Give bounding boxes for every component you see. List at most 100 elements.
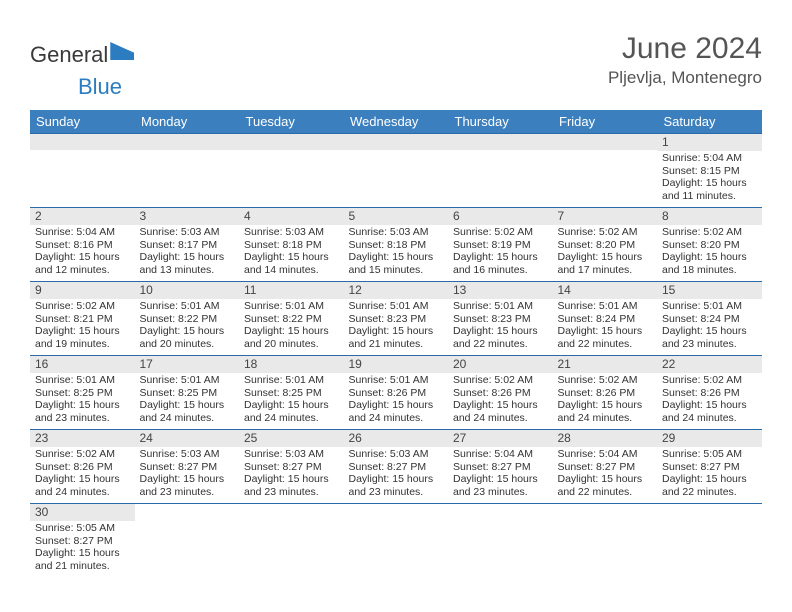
- sunrise-line: Sunrise: 5:02 AM: [662, 374, 757, 387]
- sunset-line: Sunset: 8:24 PM: [558, 313, 653, 326]
- calendar-page: General Blue June 2024 Pljevlja, Montene…: [0, 0, 792, 597]
- weekday-header: Tuesday: [239, 110, 344, 133]
- day-details: Sunrise: 5:02 AMSunset: 8:21 PMDaylight:…: [30, 299, 135, 352]
- calendar-day-cell: 12Sunrise: 5:01 AMSunset: 8:23 PMDayligh…: [344, 281, 449, 355]
- calendar-empty-cell: [135, 503, 240, 577]
- day-number: 23: [30, 429, 135, 447]
- sunrise-line: Sunrise: 5:01 AM: [453, 300, 548, 313]
- day-number: 6: [448, 207, 553, 225]
- day-number: [239, 503, 344, 520]
- flag-icon: [110, 42, 134, 60]
- day-number: [239, 133, 344, 150]
- day-number: 24: [135, 429, 240, 447]
- day-number: 12: [344, 281, 449, 299]
- day-number: [344, 133, 449, 150]
- sunset-line: Sunset: 8:27 PM: [453, 461, 548, 474]
- daylight-line: Daylight: 15 hours and 22 minutes.: [558, 325, 653, 350]
- daylight-line: Daylight: 15 hours and 22 minutes.: [662, 473, 757, 498]
- daylight-line: Daylight: 15 hours and 24 minutes.: [35, 473, 130, 498]
- daylight-line: Daylight: 15 hours and 22 minutes.: [558, 473, 653, 498]
- calendar-empty-cell: [135, 133, 240, 207]
- sunset-line: Sunset: 8:19 PM: [453, 239, 548, 252]
- calendar-day-cell: 16Sunrise: 5:01 AMSunset: 8:25 PMDayligh…: [30, 355, 135, 429]
- daylight-line: Daylight: 15 hours and 23 minutes.: [349, 473, 444, 498]
- day-number: 27: [448, 429, 553, 447]
- calendar-day-cell: 25Sunrise: 5:03 AMSunset: 8:27 PMDayligh…: [239, 429, 344, 503]
- calendar-day-cell: 23Sunrise: 5:02 AMSunset: 8:26 PMDayligh…: [30, 429, 135, 503]
- sunrise-line: Sunrise: 5:01 AM: [35, 374, 130, 387]
- sunrise-line: Sunrise: 5:01 AM: [349, 374, 444, 387]
- daylight-line: Daylight: 15 hours and 23 minutes.: [453, 473, 548, 498]
- day-details: Sunrise: 5:01 AMSunset: 8:25 PMDaylight:…: [239, 373, 344, 426]
- weekday-header: Thursday: [448, 110, 553, 133]
- calendar-day-cell: 20Sunrise: 5:02 AMSunset: 8:26 PMDayligh…: [448, 355, 553, 429]
- sunrise-line: Sunrise: 5:05 AM: [35, 522, 130, 535]
- day-number: 30: [30, 503, 135, 521]
- sunset-line: Sunset: 8:23 PM: [349, 313, 444, 326]
- day-details: Sunrise: 5:03 AMSunset: 8:17 PMDaylight:…: [135, 225, 240, 278]
- sunset-line: Sunset: 8:27 PM: [140, 461, 235, 474]
- day-number: 4: [239, 207, 344, 225]
- sunset-line: Sunset: 8:27 PM: [558, 461, 653, 474]
- day-number: 26: [344, 429, 449, 447]
- day-details: Sunrise: 5:02 AMSunset: 8:26 PMDaylight:…: [30, 447, 135, 500]
- sunrise-line: Sunrise: 5:02 AM: [662, 226, 757, 239]
- calendar-day-cell: 3Sunrise: 5:03 AMSunset: 8:17 PMDaylight…: [135, 207, 240, 281]
- day-details: Sunrise: 5:04 AMSunset: 8:27 PMDaylight:…: [553, 447, 658, 500]
- day-details: Sunrise: 5:01 AMSunset: 8:23 PMDaylight:…: [344, 299, 449, 352]
- sunrise-line: Sunrise: 5:03 AM: [140, 448, 235, 461]
- day-details: Sunrise: 5:02 AMSunset: 8:19 PMDaylight:…: [448, 225, 553, 278]
- calendar-day-cell: 30Sunrise: 5:05 AMSunset: 8:27 PMDayligh…: [30, 503, 135, 577]
- weekday-header: Saturday: [657, 110, 762, 133]
- sunset-line: Sunset: 8:18 PM: [244, 239, 339, 252]
- calendar-week-row: 1Sunrise: 5:04 AMSunset: 8:15 PMDaylight…: [30, 133, 762, 207]
- sunset-line: Sunset: 8:22 PM: [140, 313, 235, 326]
- day-number: 17: [135, 355, 240, 373]
- sunrise-line: Sunrise: 5:02 AM: [35, 448, 130, 461]
- calendar-day-cell: 22Sunrise: 5:02 AMSunset: 8:26 PMDayligh…: [657, 355, 762, 429]
- calendar-empty-cell: [553, 133, 658, 207]
- day-number: 25: [239, 429, 344, 447]
- sunset-line: Sunset: 8:20 PM: [558, 239, 653, 252]
- day-number: 28: [553, 429, 658, 447]
- sunset-line: Sunset: 8:26 PM: [662, 387, 757, 400]
- sunset-line: Sunset: 8:18 PM: [349, 239, 444, 252]
- sunset-line: Sunset: 8:25 PM: [35, 387, 130, 400]
- daylight-line: Daylight: 15 hours and 20 minutes.: [244, 325, 339, 350]
- weekday-header: Wednesday: [344, 110, 449, 133]
- daylight-line: Daylight: 15 hours and 21 minutes.: [35, 547, 130, 572]
- sunset-line: Sunset: 8:17 PM: [140, 239, 235, 252]
- day-number: 15: [657, 281, 762, 299]
- calendar-day-cell: 10Sunrise: 5:01 AMSunset: 8:22 PMDayligh…: [135, 281, 240, 355]
- calendar-day-cell: 1Sunrise: 5:04 AMSunset: 8:15 PMDaylight…: [657, 133, 762, 207]
- sunset-line: Sunset: 8:27 PM: [349, 461, 444, 474]
- title-block: June 2024 Pljevlja, Montenegro: [608, 32, 762, 88]
- daylight-line: Daylight: 15 hours and 21 minutes.: [349, 325, 444, 350]
- day-number: 16: [30, 355, 135, 373]
- calendar-day-cell: 2Sunrise: 5:04 AMSunset: 8:16 PMDaylight…: [30, 207, 135, 281]
- sunrise-line: Sunrise: 5:01 AM: [244, 374, 339, 387]
- day-number: [448, 503, 553, 520]
- calendar-day-cell: 19Sunrise: 5:01 AMSunset: 8:26 PMDayligh…: [344, 355, 449, 429]
- daylight-line: Daylight: 15 hours and 20 minutes.: [140, 325, 235, 350]
- sunrise-line: Sunrise: 5:01 AM: [140, 374, 235, 387]
- day-details: Sunrise: 5:02 AMSunset: 8:26 PMDaylight:…: [553, 373, 658, 426]
- calendar-day-cell: 6Sunrise: 5:02 AMSunset: 8:19 PMDaylight…: [448, 207, 553, 281]
- day-details: Sunrise: 5:01 AMSunset: 8:24 PMDaylight:…: [553, 299, 658, 352]
- calendar-week-row: 16Sunrise: 5:01 AMSunset: 8:25 PMDayligh…: [30, 355, 762, 429]
- logo-text: General Blue: [30, 42, 134, 100]
- calendar-day-cell: 15Sunrise: 5:01 AMSunset: 8:24 PMDayligh…: [657, 281, 762, 355]
- day-details: Sunrise: 5:01 AMSunset: 8:23 PMDaylight:…: [448, 299, 553, 352]
- day-details: Sunrise: 5:02 AMSunset: 8:20 PMDaylight:…: [553, 225, 658, 278]
- calendar-empty-cell: [344, 503, 449, 577]
- sunset-line: Sunset: 8:22 PM: [244, 313, 339, 326]
- day-details: Sunrise: 5:02 AMSunset: 8:26 PMDaylight:…: [448, 373, 553, 426]
- day-number: 22: [657, 355, 762, 373]
- calendar-empty-cell: [344, 133, 449, 207]
- daylight-line: Daylight: 15 hours and 18 minutes.: [662, 251, 757, 276]
- daylight-line: Daylight: 15 hours and 23 minutes.: [35, 399, 130, 424]
- sunrise-line: Sunrise: 5:03 AM: [349, 226, 444, 239]
- day-details: Sunrise: 5:03 AMSunset: 8:27 PMDaylight:…: [344, 447, 449, 500]
- calendar-empty-cell: [239, 503, 344, 577]
- sunrise-line: Sunrise: 5:01 AM: [244, 300, 339, 313]
